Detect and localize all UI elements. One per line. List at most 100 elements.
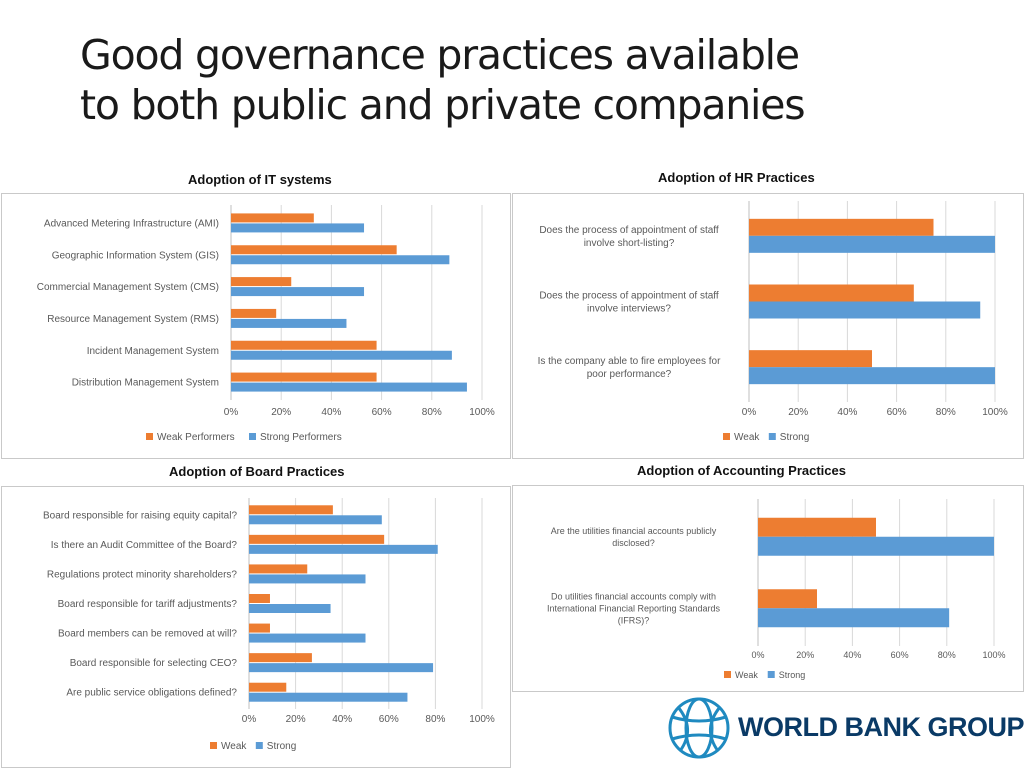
bar-weak — [758, 589, 817, 609]
bar-weak — [249, 653, 312, 663]
bar-weak — [249, 534, 385, 544]
bar-weak — [231, 245, 397, 255]
category-label: poor performance? — [587, 369, 672, 380]
category-label: involve short-listing? — [584, 238, 675, 249]
slide-title-line-2: to both public and private companies — [80, 81, 806, 129]
legend-swatch — [724, 671, 731, 678]
it-systems-chart-title: Adoption of IT systems — [188, 172, 332, 187]
bar-weak — [249, 505, 333, 515]
bar-strong — [249, 604, 331, 613]
bar-weak — [231, 277, 292, 287]
legend-swatch — [249, 433, 256, 440]
accounting-practices-chart-panel: 0% 20% 40% 60% 80% 100% Are the utilities fina… — [512, 485, 1024, 692]
bar-strong — [249, 515, 382, 525]
bar-strong — [231, 318, 347, 328]
hr-practices-chart: 0% 20% 40% 60% 80% 100% Does the process of ap… — [538, 201, 1008, 443]
x-tick-label: 80% — [938, 650, 956, 660]
category-label: Board responsible for selecting CEO? — [70, 658, 238, 669]
bar-weak — [249, 682, 287, 692]
bar-strong — [749, 301, 981, 319]
bar-strong — [249, 663, 434, 673]
legend-swatch — [146, 433, 153, 440]
bar-weak — [249, 594, 270, 603]
bar-weak — [249, 623, 270, 633]
world-bank-group-logo: WORLD BANK GROUP — [664, 692, 1024, 764]
legend-label: Strong — [779, 670, 806, 680]
bar-strong — [231, 255, 450, 265]
category-label: disclosed? — [612, 538, 655, 548]
hr-practices-chart-title: Adoption of HR Practices — [658, 170, 815, 185]
slide-title: Good governance practices available to b… — [80, 30, 960, 130]
bar-weak — [231, 340, 377, 350]
x-tick-label: 0% — [742, 407, 757, 418]
category-label: Commercial Management System (CMS) — [37, 282, 219, 293]
legend-label: Weak — [221, 741, 247, 752]
category-label: Resource Management System (RMS) — [47, 314, 219, 325]
bar-weak — [758, 517, 876, 537]
bar-weak — [749, 218, 934, 236]
category-label: Board responsible for raising equity cap… — [43, 510, 237, 521]
legend-label: Strong Performers — [260, 432, 342, 443]
board-practices-chart: 0% 20% 40% 60% 80% 100% Board responsible for … — [43, 498, 495, 752]
accounting-practices-chart: 0% 20% 40% 60% 80% 100% Are the utilities fina… — [547, 499, 1006, 680]
bar-strong — [231, 287, 365, 297]
bar-strong — [249, 574, 366, 584]
bar-weak — [231, 372, 377, 382]
legend-label: Strong — [780, 432, 809, 443]
category-label: (IFRS)? — [618, 615, 650, 625]
bar-strong — [749, 367, 995, 385]
accounting-practices-chart-title: Adoption of Accounting Practices — [637, 463, 846, 478]
bar-weak — [249, 564, 308, 574]
globe-icon — [668, 697, 730, 759]
category-label: Does the process of appointment of staff — [539, 291, 719, 302]
board-practices-chart-title: Adoption of Board Practices — [169, 464, 345, 479]
x-tick-label: 20% — [788, 407, 808, 418]
category-label: Are the utilities financial accounts pub… — [551, 526, 717, 536]
x-tick-label: 20% — [271, 407, 291, 418]
bar-strong — [758, 536, 994, 556]
bar-strong — [749, 235, 995, 253]
logo-wordmark: WORLD BANK GROUP — [738, 712, 1024, 742]
board-practices-chart-panel: 0% 20% 40% 60% 80% 100% Board responsible for … — [1, 486, 511, 768]
x-tick-label: 20% — [286, 714, 306, 725]
category-label: International Financial Reporting Standa… — [547, 603, 721, 613]
it-systems-chart: 0% 20% 40% 60% 80% 100% Advanced Metering Infr… — [37, 205, 495, 443]
legend-swatch — [767, 671, 775, 678]
legend-swatch — [768, 433, 776, 440]
category-label: Does the process of appointment of staff — [539, 225, 719, 236]
it-systems-chart-panel: 0% 20% 40% 60% 80% 100% Advanced Metering Infr… — [1, 193, 511, 459]
x-tick-label: 100% — [982, 650, 1005, 660]
bar-weak — [231, 213, 314, 223]
x-tick-label: 60% — [372, 407, 392, 418]
x-tick-label: 60% — [887, 407, 907, 418]
legend-label: Weak Performers — [157, 432, 235, 443]
x-tick-label: 40% — [332, 714, 352, 725]
bar-strong — [231, 382, 467, 392]
bar-strong — [231, 350, 452, 360]
bar-strong — [231, 223, 365, 233]
legend-swatch — [210, 742, 217, 749]
x-tick-label: 80% — [425, 714, 445, 725]
x-tick-label: 40% — [837, 407, 857, 418]
x-tick-label: 60% — [379, 714, 399, 725]
category-label: involve interviews? — [587, 304, 671, 315]
bar-strong — [249, 633, 366, 643]
bar-weak — [749, 350, 872, 368]
legend-label: Strong — [267, 741, 296, 752]
bar-strong — [249, 692, 408, 702]
bar-strong — [249, 544, 438, 554]
legend-swatch — [723, 433, 730, 440]
x-tick-label: 40% — [843, 650, 861, 660]
x-tick-label: 100% — [469, 407, 495, 418]
category-label: Are public service obligations defined? — [66, 688, 237, 699]
legend-label: Weak — [735, 670, 758, 680]
category-label: Geographic Information System (GIS) — [52, 250, 219, 261]
category-label: Board members can be removed at will? — [58, 629, 237, 640]
category-label: Distribution Management System — [72, 378, 219, 389]
x-tick-label: 80% — [422, 407, 442, 418]
slide-title-line-1: Good governance practices available — [80, 31, 800, 79]
x-tick-label: 40% — [321, 407, 341, 418]
x-tick-label: 0% — [751, 650, 764, 660]
x-tick-label: 80% — [936, 407, 956, 418]
legend-label: Weak — [734, 432, 760, 443]
